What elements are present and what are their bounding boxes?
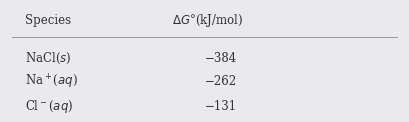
Text: −262: −262 (204, 75, 237, 88)
Text: Cl$^-$($\mathit{aq}$): Cl$^-$($\mathit{aq}$) (25, 98, 73, 115)
Text: −384: −384 (204, 52, 237, 65)
Text: NaCl($\mathit{s}$): NaCl($\mathit{s}$) (25, 51, 71, 66)
Text: $\mathit{\Delta G}$°(kJ/mol): $\mathit{\Delta G}$°(kJ/mol) (172, 12, 243, 29)
Text: −131: −131 (204, 100, 237, 113)
Text: Species: Species (25, 14, 71, 27)
Text: Na$^+$($\mathit{aq}$): Na$^+$($\mathit{aq}$) (25, 73, 77, 91)
